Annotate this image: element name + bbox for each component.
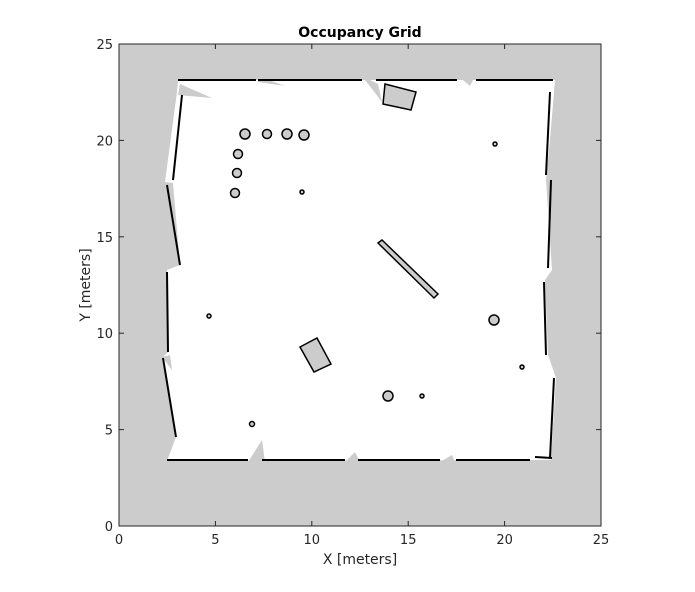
- obstacle-circle: [232, 148, 244, 160]
- obstacle-circle: [239, 128, 251, 140]
- obstacle-circle: [261, 128, 273, 140]
- x-tick-label: 15: [400, 533, 417, 548]
- obstacle-circle: [382, 390, 394, 402]
- chart-title: Occupancy Grid: [298, 25, 421, 41]
- obstacle-box: [376, 239, 440, 300]
- obstacle-circle: [229, 187, 241, 199]
- wall: [166, 271, 169, 353]
- y-tick-label: 0: [105, 520, 113, 535]
- obstacle-circle: [298, 129, 310, 141]
- map-area: [118, 43, 602, 527]
- obstacle-circle: [248, 420, 256, 428]
- axis-ticks: 0 5 10 15 20 25 0 5 10 15 20 25: [96, 38, 609, 548]
- x-tick-label: 10: [304, 533, 321, 548]
- y-tick-label: 10: [96, 327, 113, 342]
- x-axis-label: X [meters]: [323, 552, 397, 568]
- unexplored-wedge: [345, 452, 360, 462]
- free-space: [163, 80, 556, 461]
- x-tick-label: 25: [593, 533, 610, 548]
- obstacle-circle: [488, 314, 500, 326]
- obstacle-circle: [206, 313, 212, 319]
- unexplored-wedge: [458, 76, 475, 86]
- y-tick-label: 25: [96, 38, 113, 53]
- obstacle-circle: [492, 141, 498, 147]
- wall: [172, 94, 183, 181]
- x-tick-label: 5: [211, 533, 219, 548]
- obstacle-circle: [299, 189, 305, 195]
- y-tick-label: 15: [96, 231, 113, 246]
- wall: [547, 179, 552, 269]
- x-tick-label: 20: [496, 533, 513, 548]
- y-tick-label: 20: [96, 134, 113, 149]
- obstacle-box: [382, 83, 417, 111]
- axes-frame: [118, 43, 602, 527]
- unexplored-wedge: [362, 76, 382, 102]
- x-tick-label: 0: [115, 533, 123, 548]
- unexplored-wedge: [162, 355, 172, 370]
- y-tick-label: 5: [105, 424, 113, 439]
- unexplored-wedge: [440, 455, 455, 462]
- wall: [545, 91, 551, 176]
- unexplored-wedge: [178, 84, 212, 98]
- unexplored-wedge: [248, 440, 265, 462]
- obstacle-circle: [231, 167, 243, 179]
- wall: [543, 281, 547, 356]
- obstacle-circle: [519, 364, 525, 370]
- wall: [549, 377, 555, 459]
- obstacle-circle: [281, 128, 293, 140]
- obstacle-box: [298, 336, 333, 373]
- wall: [162, 357, 177, 438]
- y-axis-label: Y [meters]: [78, 248, 94, 322]
- obstacle-circle: [419, 393, 425, 399]
- wall: [166, 184, 181, 266]
